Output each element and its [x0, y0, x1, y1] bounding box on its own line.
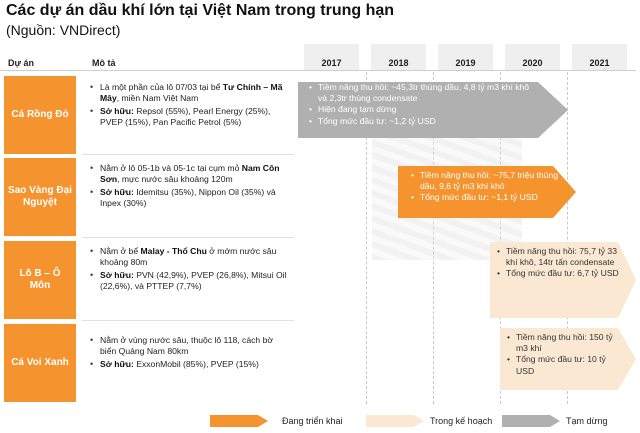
project-label-sao-vang-dai-nguyet: Sao Vàng Đại Nguyệt [4, 158, 76, 236]
header-divider [0, 70, 636, 71]
arrow-line: Tiềm năng thu hồi: ~75,7 triệu thùng dầu… [410, 170, 558, 192]
arrow-line: Tổng mức đầu tư: 6,7 tỷ USD [496, 268, 620, 279]
project-description: Nằm ở lô 05-1b và 05-1c tại cụm mỏ Nam C… [88, 163, 290, 210]
ownership-bullet: Sở hữu: Repsol (55%), Pearl Energy (25%)… [88, 106, 290, 129]
arrow-line: Tiềm năng thu hồi: 150 tỷ m3 khí [506, 332, 618, 354]
year-2019: 2019 [455, 58, 476, 68]
row-divider [82, 237, 294, 238]
header-description: Mô tả [92, 58, 116, 68]
arrow-line: Tiềm năng thu hồi: 75,7 tỷ 33 khí khô, 1… [496, 246, 620, 268]
arrow-line: Tổng mức đầu tư: 10 tỷ USD [506, 354, 618, 376]
header-project: Dự án [8, 58, 35, 68]
arrow-line: Tổng mức đầu tư: ~1,1 tỷ USD [410, 192, 558, 203]
year-2018: 2018 [388, 58, 409, 68]
ownership-bullet: Sở hữu: PVN (42,9%), PVEP (26,8%), Mitsu… [88, 270, 290, 293]
source-subtitle: (Nguồn: VNDirect) [6, 22, 121, 38]
ownership-bullet: Sở hữu: ExxonMobil (85%), PVEP (15%) [88, 359, 290, 371]
year-2021: 2021 [589, 58, 610, 68]
timeline-arrow-planned: Tiềm năng thu hồi: 75,7 tỷ 33 khí khô, 1… [490, 240, 636, 320]
year-header-bg [572, 44, 627, 70]
arrow-line: Tổng mức đầu tư: ~1,2 tỷ USD [308, 116, 536, 127]
project-description: Nằm ở bể Malay - Thổ Chu ở mớm nước sâu … [88, 246, 290, 293]
year-header-bg [438, 44, 493, 70]
legend-swatch-paused [502, 415, 560, 427]
legend-active: Đang triển khai [210, 413, 343, 429]
location-bullet: Nằm ở vùng nước sâu, thuộc lô 118, cách … [88, 335, 290, 358]
legend-swatch-planned [366, 415, 424, 427]
year-header-bg [304, 44, 359, 70]
year-2017: 2017 [321, 58, 342, 68]
project-label-ca-rong-do: Cá Rồng Đỏ [4, 76, 76, 154]
timeline-arrow-paused: Tiềm năng thu hồi: ~45,3tr thùng dầu, 4,… [298, 74, 568, 146]
legend-label-planned: Trong kế hoạch [430, 416, 493, 426]
legend-label-active: Đang triển khai [282, 416, 343, 426]
timeline-arrow-active: Tiềm năng thu hồi: ~75,7 triệu thùng dầu… [398, 160, 576, 224]
legend-label-paused: Tạm dừng [566, 416, 608, 426]
project-label-lo-b-o-mon: Lô B – Ô Môn [4, 241, 76, 319]
project-description: Là một phần của lô 07/03 tại bể Tư Chính… [88, 82, 290, 129]
project-description: Nằm ở vùng nước sâu, thuộc lô 118, cách … [88, 335, 290, 371]
location-bullet: Là một phần của lô 07/03 tại bể Tư Chính… [88, 82, 290, 105]
page-title: Các dự án dầu khí lớn tại Việt Nam trong… [6, 2, 395, 19]
arrow-line: Tiềm năng thu hồi: ~45,3tr thùng dầu, 4,… [308, 82, 536, 104]
row-divider [82, 154, 294, 155]
timeline-gridline [433, 72, 434, 404]
location-bullet: Nằm ở lô 05-1b và 05-1c tại cụm mỏ Nam C… [88, 163, 290, 186]
year-2020: 2020 [522, 58, 543, 68]
ownership-bullet: Sở hữu: Idemitsu (35%), Nippon Oil (35%)… [88, 187, 290, 210]
arrow-line: Hiện đang tạm dừng [308, 104, 536, 115]
year-header-bg [505, 44, 560, 70]
year-header-bg [371, 44, 426, 70]
legend-swatch-active [210, 415, 268, 427]
row-divider [82, 320, 294, 321]
legend-paused: Tạm dừng [502, 413, 632, 429]
legend-planned: Trong kế hoạch [366, 413, 496, 429]
timeline-gridline [567, 72, 568, 404]
timeline-arrow-planned: Tiềm năng thu hồi: 150 tỷ m3 khí Tổng mứ… [500, 326, 636, 392]
location-bullet: Nằm ở bể Malay - Thổ Chu ở mớm nước sâu … [88, 246, 290, 269]
timeline-gridline [500, 72, 501, 404]
project-label-ca-voi-xanh: Cá Voi Xanh [4, 324, 76, 402]
timeline-gridline [366, 72, 367, 404]
